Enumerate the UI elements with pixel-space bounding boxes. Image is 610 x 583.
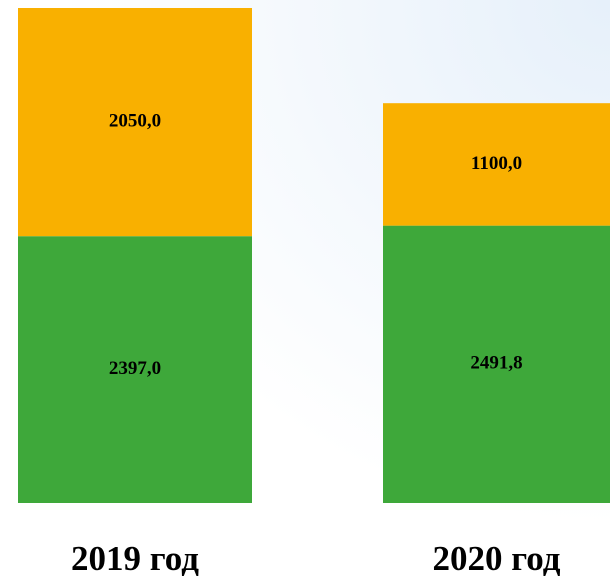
- value-label: 2397,0: [109, 358, 161, 379]
- x-tick-label: 2020 год: [433, 539, 561, 578]
- bar-segment: [18, 8, 252, 237]
- bar-segment: [383, 103, 610, 226]
- value-label: 1100,0: [471, 153, 522, 174]
- value-label: 2050,0: [109, 110, 161, 131]
- bar-segment: [18, 236, 252, 503]
- x-tick-label: 2019 год: [71, 539, 199, 578]
- value-label: 2491,8: [470, 353, 522, 374]
- bar-segment: [383, 225, 610, 503]
